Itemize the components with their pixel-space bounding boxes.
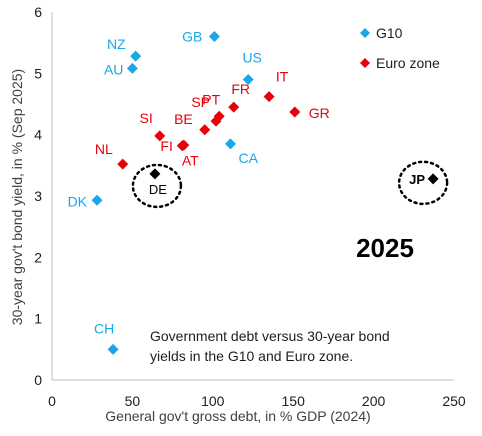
point-label-gb: GB [182, 29, 202, 45]
point-label-sp: SP [191, 94, 210, 110]
legend-g10-label: G10 [376, 25, 403, 41]
point-label-nl: NL [95, 141, 113, 157]
legend: G10 Euro zone [360, 25, 440, 71]
data-point-at [176, 140, 188, 152]
highlight-circle-de [131, 163, 183, 209]
point-label-fi: FI [160, 138, 172, 154]
point-label-us: US [242, 49, 261, 65]
data-point-dk [91, 194, 103, 206]
y-tick-label: 0 [34, 372, 42, 388]
point-label-fr: FR [231, 81, 250, 97]
data-point-fr [228, 101, 240, 113]
data-point-ch [107, 343, 119, 355]
annotation-box: Government debt versus 30-year bond yiel… [150, 328, 390, 364]
point-label-ca: CA [238, 150, 258, 166]
data-point-au [126, 62, 138, 74]
point-label-pt: PT [202, 91, 220, 107]
x-tick-label: 50 [125, 393, 141, 409]
data-point-nz [130, 50, 142, 62]
x-tick-label: 0 [48, 393, 56, 409]
point-label-au: AU [104, 61, 123, 77]
data-points [91, 31, 439, 355]
data-point-si [154, 130, 166, 142]
data-point-ca [224, 138, 236, 150]
point-label-jp: JP [409, 172, 425, 187]
axes [51, 12, 454, 381]
x-axis-label: General gov't gross debt, in % GDP (2024… [105, 408, 370, 424]
data-point-jp [427, 173, 439, 185]
data-point-de [149, 168, 161, 180]
data-point-sp [210, 115, 222, 127]
point-label-gr: GR [309, 105, 330, 121]
y-tick-label: 3 [34, 188, 42, 204]
tick-labels: 0 50 100 150 200 250 0 1 2 3 4 5 6 [34, 4, 466, 409]
point-label-it: IT [276, 69, 289, 85]
x-tick-label: 250 [442, 393, 466, 409]
highlight-circles [131, 160, 449, 209]
y-tick-label: 1 [34, 311, 42, 327]
data-point-be [199, 124, 211, 136]
annotation-text: Government debt versus 30-year bond yiel… [150, 328, 390, 364]
data-point-nl [117, 158, 129, 170]
legend-g10-marker [360, 28, 370, 38]
point-label-de: DE [149, 182, 167, 197]
year-label: 2025 [356, 233, 414, 263]
point-label-nz: NZ [107, 36, 126, 52]
y-tick-label: 5 [34, 65, 42, 81]
data-point-gb [208, 31, 220, 43]
data-point-it [263, 91, 275, 103]
y-tick-label: 2 [34, 249, 42, 265]
point-label-si: SI [140, 110, 153, 126]
point-label-dk: DK [68, 193, 88, 209]
point-label-be: BE [174, 111, 193, 127]
legend-euro-marker [360, 58, 370, 68]
point-label-ch: CH [94, 320, 114, 336]
x-tick-label: 100 [201, 393, 225, 409]
y-axis-label: 30-year gov't bond yield, in % (Sep 2025… [9, 69, 25, 325]
x-tick-label: 150 [282, 393, 306, 409]
y-tick-label: 6 [34, 4, 42, 20]
highlight-circle-jp [397, 160, 449, 206]
y-tick-label: 4 [34, 127, 42, 143]
data-point-us [242, 73, 254, 85]
data-point-gr [289, 106, 301, 118]
x-tick-label: 200 [362, 393, 386, 409]
point-label-at: AT [182, 153, 199, 169]
legend-euro-label: Euro zone [376, 55, 440, 71]
